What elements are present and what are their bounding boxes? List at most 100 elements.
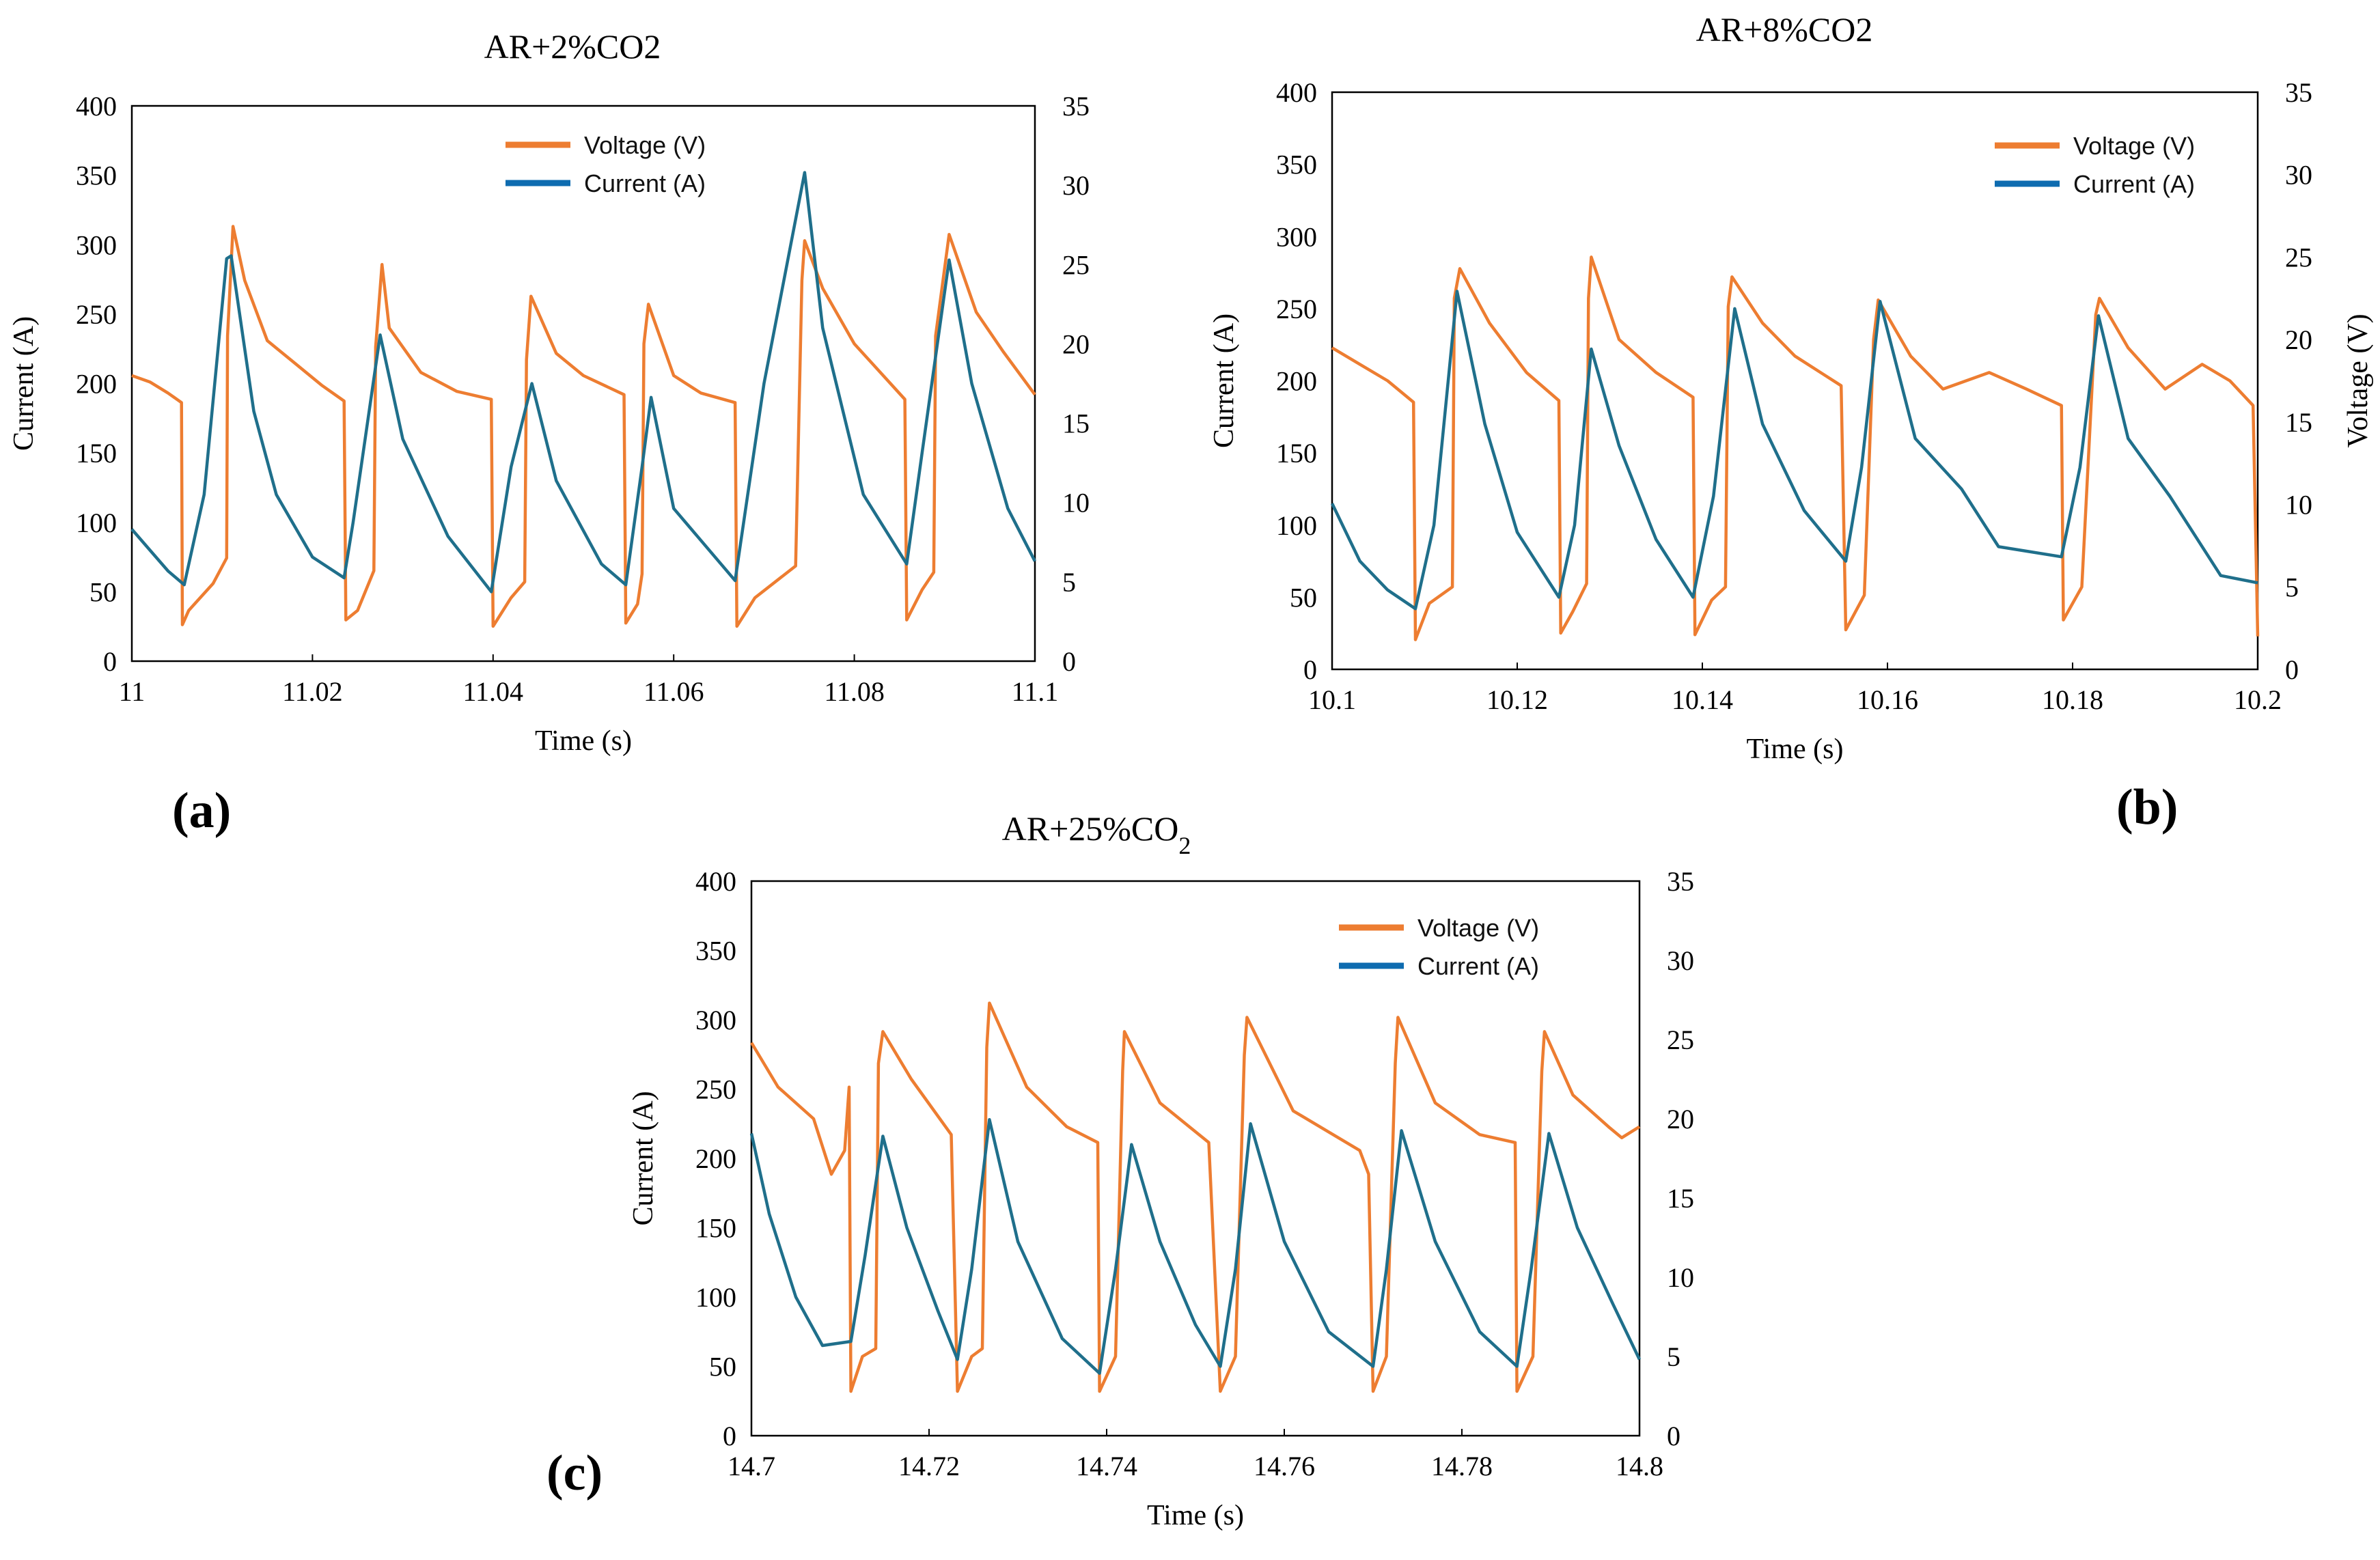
y2-tick-label: 10 [1667, 1262, 1694, 1293]
y2-tick-label: 10 [1062, 488, 1090, 518]
y-tick-label: 50 [1290, 582, 1317, 613]
y-tick-label: 350 [76, 161, 117, 191]
y-axis-label: Current (A) [628, 1091, 659, 1225]
panel-label-a: (a) [172, 783, 232, 839]
y2-tick-label: 15 [2285, 407, 2312, 438]
y2-tick-label: 0 [1667, 1421, 1680, 1451]
y-tick-label: 0 [103, 646, 117, 677]
y-tick-label: 250 [76, 299, 117, 330]
legend-current-label: Current (A) [1417, 952, 1539, 980]
x-axis-label: Time (s) [535, 725, 632, 757]
x-tick-label: 11 [119, 676, 146, 707]
panel-label-c: (c) [546, 1445, 603, 1501]
x-tick-label: 10.18 [2042, 684, 2103, 715]
chart-title: AR+2%CO2 [484, 27, 661, 66]
x-tick-label: 10.14 [1672, 684, 1733, 715]
y2-tick-label: 30 [1062, 170, 1090, 201]
y2-tick-label: 5 [2285, 572, 2299, 602]
legend-current-label: Current (A) [2073, 170, 2195, 198]
x-axis-label: Time (s) [1747, 734, 1844, 765]
y2-tick-label: 15 [1667, 1183, 1694, 1214]
y-axis-label: Current (A) [1208, 314, 1240, 448]
y-tick-label: 400 [76, 91, 117, 122]
y2-tick-label: 30 [1667, 945, 1694, 976]
y2-tick-label: 35 [1062, 91, 1090, 122]
x-tick-label: 14.72 [898, 1451, 960, 1481]
y-tick-label: 250 [1276, 294, 1317, 324]
y2-tick-label: 10 [2285, 490, 2312, 520]
x-tick-label: 10.2 [2234, 684, 2282, 715]
legend-current-label: Current (A) [584, 169, 706, 197]
y2-tick-label: 15 [1062, 408, 1090, 439]
y-tick-label: 0 [723, 1421, 736, 1451]
y-tick-label: 300 [1276, 221, 1317, 252]
plot-area [1331, 91, 2259, 671]
y2-tick-label: 0 [1062, 646, 1076, 677]
x-tick-label: 10.12 [1486, 684, 1548, 715]
y2-tick-label: 25 [1062, 249, 1090, 280]
x-tick-label: 14.78 [1431, 1451, 1493, 1481]
y-tick-label: 200 [76, 369, 117, 400]
y-tick-label: 300 [695, 1005, 736, 1035]
x-tick-label: 14.7 [728, 1451, 775, 1481]
x-tick-label: 11.02 [282, 676, 343, 707]
y2-tick-label: 35 [2285, 77, 2312, 108]
chart-title-subscript: 2 [1178, 832, 1191, 859]
y2-tick-label: 5 [1062, 567, 1076, 598]
y-tick-label: 200 [695, 1143, 736, 1174]
y2-tick-label: 20 [2285, 324, 2312, 355]
y-tick-label: 150 [1276, 438, 1317, 469]
y2-tick-label: 35 [1667, 866, 1694, 897]
y-tick-label: 100 [1276, 510, 1317, 541]
y-tick-label: 250 [695, 1074, 736, 1105]
y2-tick-label: 30 [2285, 160, 2312, 191]
voltage-series-line [131, 225, 1036, 628]
plot-area [130, 105, 1036, 663]
y2-axis-label: Voltage (V) [2342, 314, 2374, 447]
y-tick-label: 400 [1276, 77, 1317, 108]
y-tick-label: 350 [695, 936, 736, 966]
y-tick-label: 150 [76, 438, 117, 469]
x-tick-label: 11.08 [824, 676, 885, 707]
y-tick-label: 100 [76, 507, 117, 538]
y-tick-label: 50 [709, 1352, 736, 1382]
current-series-line [749, 1117, 1642, 1375]
y2-tick-label: 0 [2285, 654, 2299, 685]
y-tick-label: 200 [1276, 366, 1317, 397]
y2-tick-label: 5 [1667, 1341, 1680, 1372]
x-tick-label: 14.76 [1254, 1451, 1315, 1481]
y-tick-label: 350 [1276, 150, 1317, 180]
chart-title: AR+8%CO2 [1696, 10, 1873, 48]
y-tick-label: 0 [1303, 654, 1317, 685]
panel-label-b: (b) [2116, 779, 2178, 835]
y-tick-label: 100 [695, 1282, 736, 1313]
y-tick-label: 50 [89, 576, 117, 607]
legend-voltage-label: Voltage (V) [1417, 914, 1539, 942]
x-tick-label: 14.8 [1616, 1451, 1663, 1481]
y-tick-label: 400 [695, 866, 736, 897]
x-tick-label: 11.04 [463, 676, 524, 707]
current-series-line [1330, 290, 2258, 611]
x-tick-label: 14.74 [1076, 1451, 1137, 1481]
current-series-line [130, 171, 1037, 594]
y2-tick-label: 20 [1667, 1104, 1694, 1134]
x-tick-label: 10.1 [1308, 684, 1356, 715]
y-tick-label: 300 [76, 229, 117, 260]
x-tick-label: 11.1 [1012, 676, 1059, 707]
y-axis-label: Current (A) [8, 316, 40, 451]
y-tick-label: 150 [695, 1213, 736, 1244]
legend-voltage-label: Voltage (V) [2073, 132, 2195, 160]
x-tick-label: 11.06 [644, 676, 704, 707]
voltage-series-line [1331, 255, 2260, 641]
y2-tick-label: 25 [2285, 242, 2312, 273]
x-tick-label: 10.16 [1857, 684, 1918, 715]
voltage-series-line [750, 1001, 1641, 1393]
y2-tick-label: 25 [1667, 1025, 1694, 1055]
x-axis-label: Time (s) [1147, 1500, 1244, 1531]
y2-tick-label: 20 [1062, 329, 1090, 359]
chart-title: AR+25%CO2 [1002, 809, 1191, 859]
